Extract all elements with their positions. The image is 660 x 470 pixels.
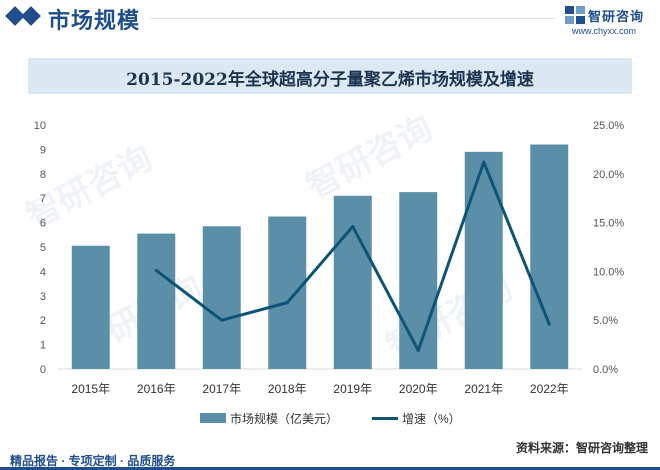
- y-right-tick-label: 15.0%: [593, 218, 624, 230]
- x-tick-label: 2018年: [268, 382, 307, 396]
- footer-tagline: 精品报告 · 专项定制 · 品质服务: [10, 454, 176, 468]
- y-left-tick-label: 5: [40, 242, 46, 254]
- legend-bar-label: 市场规模（亿美元）: [230, 412, 339, 426]
- x-tick-label: 2022年: [530, 382, 569, 396]
- legend-line-swatch: [372, 417, 398, 420]
- brand-name: 智研咨询: [588, 9, 645, 24]
- y-left-tick-label: 9: [40, 144, 46, 156]
- x-tick-label: 2021年: [464, 382, 503, 396]
- y-left-tick-label: 2: [40, 315, 46, 327]
- legend-line-label: 增速（%）: [402, 412, 461, 426]
- bar: [71, 245, 110, 369]
- chart-title: 2015-2022年全球超高分子量聚乙烯市场规模及增速: [126, 70, 534, 90]
- bar: [202, 226, 241, 369]
- y-right-tick-label: 25.0%: [593, 120, 624, 132]
- chart-canvas: 0 1 2 3 4 5 6 7 8 9 10 0.0% 5.0% 10.0% 15.0% 20.0% 25.0%…: [34, 120, 625, 396]
- footer-source: 资料来源：智研咨询整理: [515, 441, 648, 455]
- footer-underline: [0, 467, 660, 470]
- x-tick-label: 2015年: [71, 382, 110, 396]
- y-left-tick-label: 1: [40, 340, 46, 352]
- header-divider: [150, 18, 555, 19]
- growth-point: [351, 225, 355, 229]
- y-left-tick-label: 0: [40, 364, 46, 376]
- x-tick-label: 2020年: [399, 382, 438, 396]
- brand-url: www.chyxx.com: [572, 26, 637, 36]
- growth-point: [482, 160, 486, 164]
- section-title: 市场规模: [48, 8, 141, 33]
- y-left-tick-label: 7: [40, 193, 46, 205]
- growth-point: [154, 268, 158, 272]
- footer: [0, 446, 660, 470]
- chart-title-band: 2015-2022年全球超高分子量聚乙烯市场规模及增速: [28, 58, 632, 94]
- bar: [399, 192, 438, 369]
- y-left-tick-label: 4: [40, 266, 46, 278]
- y-right-tick-label: 5.0%: [593, 315, 618, 327]
- y-left-tick-label: 10: [34, 120, 46, 132]
- bar: [333, 195, 372, 369]
- y-left-tick-label: 3: [40, 291, 46, 303]
- legend-bar-swatch: [200, 413, 226, 423]
- x-tick-label: 2016年: [137, 382, 176, 396]
- bar: [530, 144, 569, 369]
- y-right-tick-label: 0.0%: [593, 364, 618, 376]
- y-left-tick-label: 6: [40, 218, 46, 230]
- bar: [464, 151, 503, 369]
- y-right-tick-label: 10.0%: [593, 266, 624, 278]
- growth-point: [285, 301, 289, 305]
- y-left-tick-label: 8: [40, 169, 46, 181]
- growth-point: [220, 318, 224, 322]
- brand-logo-icon: [565, 6, 585, 24]
- growth-point: [547, 322, 551, 326]
- growth-point: [416, 348, 420, 352]
- x-tick-label: 2017年: [202, 382, 241, 396]
- header: 市场规模 智研咨询 www.chyxx.com: [0, 0, 660, 40]
- y-right-tick-label: 20.0%: [593, 169, 624, 181]
- bar: [137, 233, 176, 369]
- bar: [268, 216, 307, 369]
- x-tick-label: 2019年: [333, 382, 372, 396]
